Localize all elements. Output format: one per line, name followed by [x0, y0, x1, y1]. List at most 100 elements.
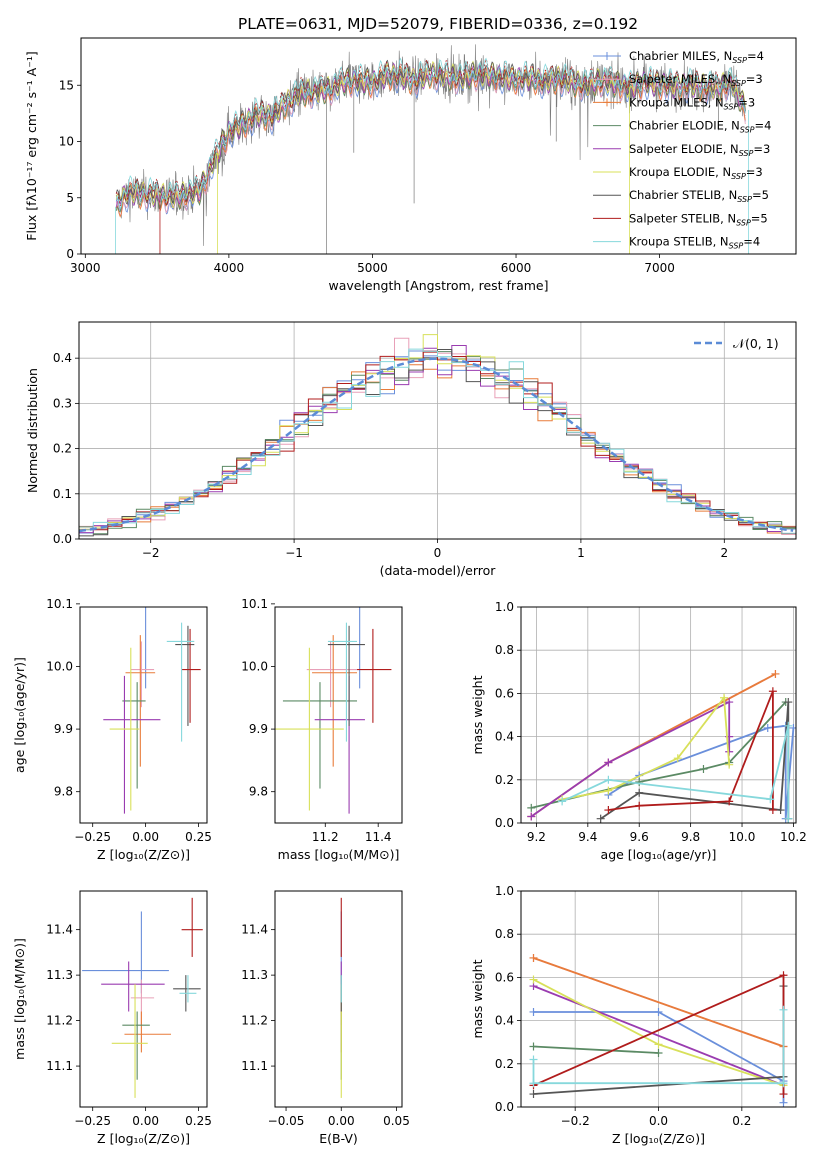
legend-count: =4	[755, 119, 772, 133]
x-tick-label: 0	[434, 546, 442, 560]
y-tick-label: 9.9	[249, 722, 268, 736]
weight-point	[635, 777, 644, 786]
x-tick-label: 6000	[501, 261, 532, 275]
legend-entry: Kroupa STELIB, NSSP=4	[629, 235, 760, 251]
legend-sub: SSP	[737, 195, 752, 204]
legend-entry: Salpeter MILES, NSSP=3	[629, 72, 763, 88]
legend-sub: SSP	[731, 79, 746, 88]
y-tick-label: 0.2	[495, 773, 514, 787]
y-tick-label: 10.1	[241, 597, 268, 611]
x-axis-label: E(B-V)	[319, 1131, 358, 1146]
legend-count: =3	[746, 72, 763, 86]
legend-entry: Chabrier STELIB, NSSP=5	[629, 188, 769, 204]
y-tick-label: 11.2	[241, 1014, 268, 1028]
y-axis-label: mass weight	[470, 959, 485, 1038]
x-tick-label: 10.2	[780, 830, 807, 844]
y-axis-label: mass weight	[470, 675, 485, 754]
model-line-8	[115, 57, 746, 210]
legend-name: Salpeter STELIB, N	[629, 211, 736, 225]
weight-point	[635, 801, 644, 810]
y-tick-label: 0.4	[495, 730, 514, 744]
weight-point	[604, 806, 613, 815]
weight-point	[725, 797, 734, 806]
legend-marker	[603, 75, 611, 84]
y-tick-label: 11.4	[46, 923, 73, 937]
weight-point	[604, 775, 613, 784]
weight-point	[779, 1005, 788, 1014]
y-tick-label: 1.0	[495, 600, 514, 614]
x-tick-label: 3000	[70, 261, 101, 275]
y-axis-label: mass [log₁₀(M/M⊙)]	[12, 938, 27, 1060]
y-tick-label: 0.6	[495, 970, 514, 984]
x-axis-label: age [log₁₀(age/yr)]	[601, 847, 717, 862]
y-tick-label: 10	[59, 135, 74, 149]
x-tick-label: −2	[142, 546, 160, 560]
y-axis-label: Normed distribution	[25, 368, 40, 493]
weight-point	[699, 765, 708, 773]
weight-point	[763, 723, 772, 732]
legend-sub: SSP	[739, 149, 754, 158]
x-tick-label: −0.05	[268, 1114, 305, 1128]
weight-point	[654, 1049, 663, 1057]
y-tick-label: 0.8	[495, 927, 514, 941]
legend-sub: SSP	[729, 242, 744, 251]
weight-point	[725, 760, 734, 769]
legend-name: Kroupa MILES, N	[629, 95, 724, 109]
x-tick-label: 0.25	[185, 830, 212, 844]
y-tick-label: 0.0	[495, 816, 514, 830]
x-tick-label: 9.4	[578, 830, 597, 844]
x-tick-label: 10.0	[729, 830, 756, 844]
weight-point	[529, 1055, 538, 1064]
legend-entry: Kroupa MILES, NSSP=3	[629, 95, 755, 111]
y-tick-label: 0.4	[53, 351, 72, 365]
x-tick-label: 5000	[357, 261, 388, 275]
weight-point	[529, 1079, 538, 1088]
weight-point	[673, 754, 682, 763]
legend-sub: SSP	[731, 172, 746, 181]
weight-point	[558, 797, 567, 806]
axes-frame	[79, 890, 208, 1108]
x-tick-label: 0.00	[132, 830, 159, 844]
weight-point	[766, 795, 775, 804]
x-axis-label: (data-model)/error	[380, 563, 497, 578]
x-tick-label: 11.2	[312, 830, 339, 844]
weight-point	[779, 971, 788, 980]
legend-count: =5	[751, 211, 768, 225]
axes-frame	[274, 890, 403, 1108]
weight-point	[784, 814, 793, 823]
x-tick-label: −1	[285, 546, 303, 560]
y-tick-label: 0.2	[495, 1057, 514, 1071]
weight-point	[654, 1007, 663, 1016]
plot-area-spectrum	[115, 44, 750, 254]
weight-point	[529, 1042, 538, 1051]
x-axis-label: wavelength [Angstrom, rest frame]	[328, 278, 548, 293]
y-tick-label: 10.0	[46, 659, 73, 673]
legend-entry: Salpeter STELIB, NSSP=5	[629, 211, 768, 227]
legend-name: Chabrier MILES, N	[629, 49, 732, 63]
plot-area-age_vs_mass	[275, 607, 392, 814]
y-tick-label: 11.3	[46, 968, 73, 982]
y-tick-label: 9.9	[54, 722, 73, 736]
y-tick-label: 11.3	[241, 968, 268, 982]
legend-entry: Salpeter ELODIE, NSSP=3	[629, 142, 770, 158]
weight-point	[635, 788, 644, 797]
weight-point	[596, 814, 605, 823]
weight-point	[529, 1007, 538, 1016]
weight-point	[779, 1098, 788, 1107]
x-tick-label: −0.25	[74, 830, 111, 844]
plot-area-residuals	[79, 334, 796, 537]
y-tick-label: 11.2	[46, 1014, 73, 1028]
x-axis-label: Z [log₁₀(Z/Z⊙)]	[97, 1131, 190, 1146]
legend-name: Chabrier STELIB, N	[629, 188, 737, 202]
legend-count: =5	[752, 188, 769, 202]
x-tick-label: 0.2	[732, 1114, 751, 1128]
weight-point	[768, 687, 777, 696]
x-tick-label: 9.6	[630, 830, 649, 844]
x-tick-label: −0.2	[561, 1114, 590, 1128]
axes-frame	[78, 321, 797, 540]
x-tick-label: 2	[720, 546, 728, 560]
y-tick-label: 1.0	[495, 884, 514, 898]
x-axis-label: mass [log₁₀(M/M⊙)]	[278, 847, 400, 862]
y-tick-label: 9.8	[54, 785, 73, 799]
